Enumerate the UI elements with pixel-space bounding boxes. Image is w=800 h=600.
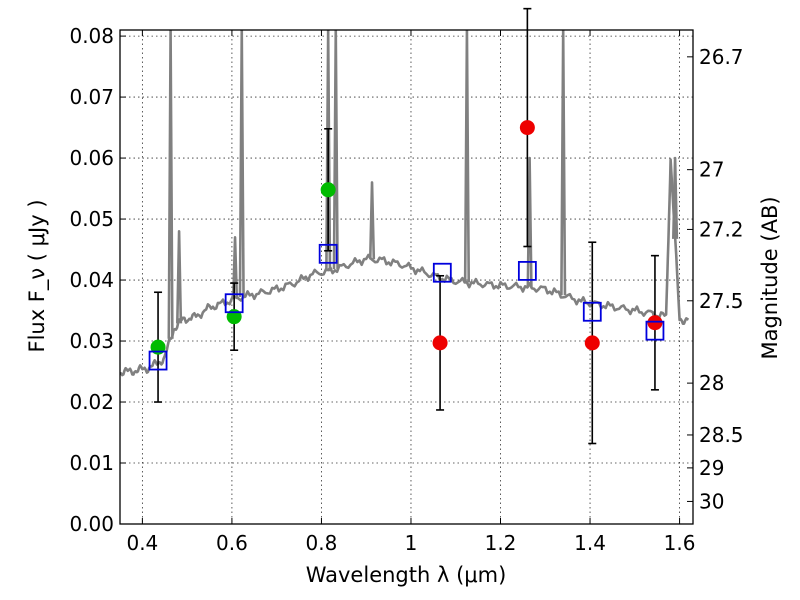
points-layer — [148, 7, 665, 445]
x-tick-label: 0.8 — [306, 531, 338, 555]
emission-line — [231, 236, 239, 300]
y2-tick-label: 28.5 — [699, 423, 744, 447]
emission-line — [368, 181, 376, 260]
y-tick-label: 0.02 — [69, 390, 114, 414]
y-tick-label: 0.04 — [69, 268, 114, 292]
y2-axis-label: Magnitude (AB) — [758, 196, 782, 359]
data-point-circle — [584, 335, 600, 351]
y-tick-label: 0.08 — [69, 24, 114, 48]
data-point-circle — [320, 182, 336, 198]
y-axis-label: Flux F_ν ( μJy ) — [25, 199, 50, 352]
model-point-square — [517, 261, 537, 281]
x-tick-label: 1 — [405, 531, 418, 555]
model-point-square — [432, 262, 452, 283]
y-tick-label: 0.07 — [69, 85, 114, 109]
y2-tick-label: 30 — [699, 489, 724, 513]
model-point-square — [582, 301, 602, 322]
emission-line — [167, 30, 174, 339]
data-point-circle — [432, 335, 448, 351]
x-tick-label: 0.6 — [216, 531, 248, 555]
emission-line — [463, 30, 471, 283]
y2-tick-label: 27 — [699, 158, 724, 182]
model-point-square — [645, 320, 665, 341]
model-point-square — [224, 293, 244, 314]
y-tick-label: 0.03 — [69, 329, 114, 353]
ticks-layer: 0.4 0.6 0.8 1 1.2 1.4 1.6 0.00 0.01 0.02 0.03 0.04 0… — [69, 24, 743, 555]
emission-line — [176, 229, 183, 324]
x-tick-label: 0.4 — [126, 531, 158, 555]
y-tick-label: 0.06 — [69, 146, 114, 170]
x-tick-label: 1.6 — [664, 531, 696, 555]
emission-line — [238, 30, 245, 297]
plot-frame — [119, 29, 694, 525]
y-tick-label: 0.01 — [69, 451, 114, 475]
data-point-circle — [647, 315, 663, 331]
x-axis-label: Wavelength λ (μm) — [306, 563, 507, 587]
emission-line — [560, 30, 567, 296]
data-point-circle — [519, 120, 535, 136]
y2-tick-label: 27.5 — [699, 289, 744, 313]
y2-tick-label: 29 — [699, 456, 724, 480]
y2-tick-label: 26.7 — [699, 45, 744, 69]
model-point-square — [318, 243, 338, 264]
emission-line — [526, 156, 533, 288]
y2-tick-label: 27.2 — [699, 217, 744, 241]
spectrum-line — [120, 158, 690, 377]
emission-line — [672, 156, 679, 239]
y2-tick-label: 28 — [699, 371, 724, 395]
model-point-square — [148, 350, 168, 371]
y-tick-label: 0.05 — [69, 207, 114, 231]
x-tick-label: 1.4 — [574, 531, 606, 555]
x-tick-label: 1.2 — [485, 531, 517, 555]
y-tick-label: 0.00 — [69, 512, 114, 536]
